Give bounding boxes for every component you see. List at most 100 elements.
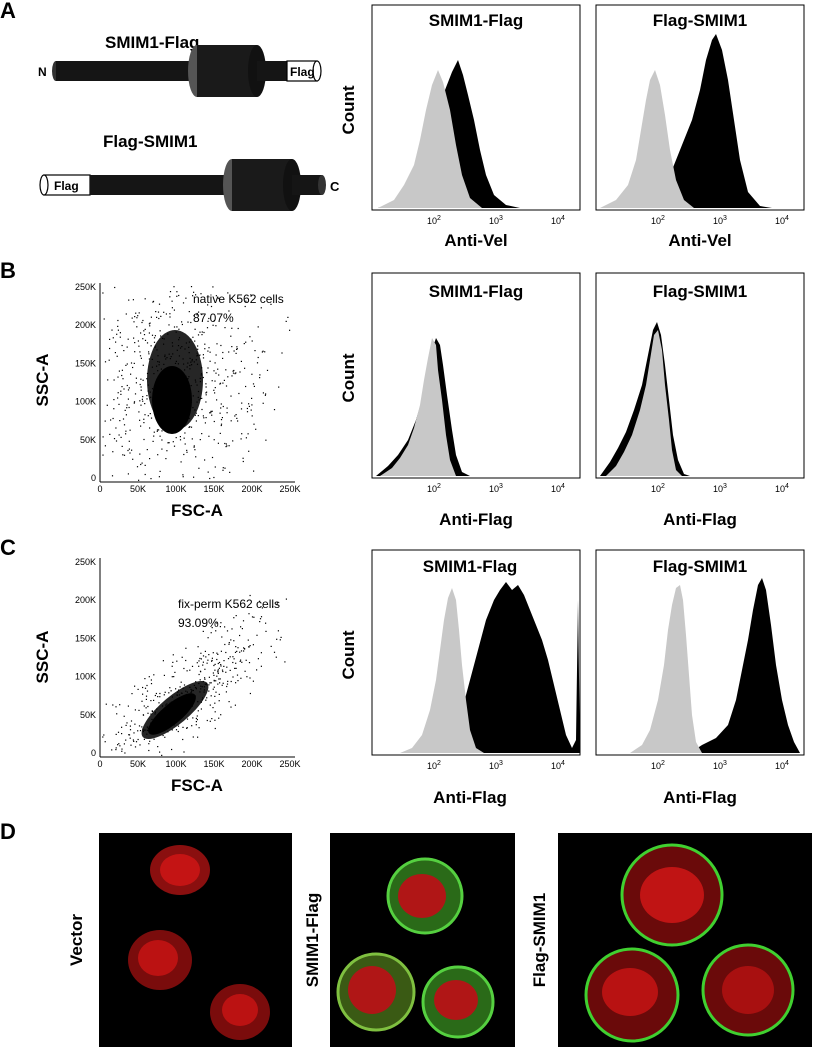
scatter-xtick-label: 50K [130,759,146,769]
scatter-ytick-label: 250K [75,282,96,292]
hist-tick-label: 104 [551,483,565,494]
b-scatter-xlabel: FSC-A [171,501,223,520]
c-hist-1-control [400,588,484,753]
a-hist-2-frame [595,4,805,211]
b-scatter-xticks: 0 50K 100K 150K 200K 250K [97,484,300,494]
scatter-ytick-label: 150K [75,358,96,368]
c-hist-1-title: SMIM1-Flag [423,557,517,576]
c-hist-1-xlabel: Anti-Flag [433,788,507,807]
d-image-vector [99,833,292,1047]
scatter-xtick-label: 150K [203,759,224,769]
hist-tick-label: 103 [489,215,503,226]
scatter-ytick-label: 250K [75,557,96,567]
b-hist-1-ylabel: Count [339,353,358,402]
scatter-ytick-label: 100K [75,397,96,407]
b-hist-1-title: SMIM1-Flag [429,282,523,301]
a-hist-1-ylabel: Count [339,85,358,134]
scatter-ytick-label: 200K [75,595,96,605]
scatter-xtick-label: 250K [279,484,300,494]
hist-tick-label: 102 [427,483,441,494]
hist-tick-label: 102 [651,483,665,494]
hist-tick-label: 103 [713,215,727,226]
hist-tick-label: 103 [713,483,727,494]
scatter-ytick-label: 100K [75,672,96,682]
hist-tick-label: 102 [427,215,441,226]
scatter-xtick-label: 150K [203,484,224,494]
b-hist-2-title: Flag-SMIM1 [653,282,747,301]
a-hist-2-stained [640,34,772,208]
d-label-vector: Vector [67,914,86,966]
scatter-xtick-label: 50K [130,484,146,494]
scatter-ytick-label: 50K [80,435,96,445]
construct-1-diagram [52,45,322,97]
a-hist-1-control [378,70,482,208]
a-hist-1-title: SMIM1-Flag [429,11,523,30]
b-scatter-yticks: 250K 200K 150K 100K 50K 0 [75,282,96,483]
b-hist-2-frame [595,272,805,479]
b-hist-2-control [606,330,682,476]
c-scatter-xticks: 0 50K 100K 150K 200K 250K [97,759,300,769]
hist-tick-label: 103 [713,760,727,771]
a-hist-1-xlabel: Anti-Vel [444,231,507,250]
d-label-flag-smim1: Flag-SMIM1 [530,893,549,987]
construct-1-tag: Flag [290,65,315,79]
panel-letter-c: C [0,535,16,560]
c-scatter-ylabel: SSC-A [33,631,52,684]
d-label-smim1-flag: SMIM1-Flag [303,893,322,987]
hist-tick-label: 103 [489,760,503,771]
c-scatter-yticks: 250K 200K 150K 100K 50K 0 [75,557,96,758]
construct-2-title: Flag-SMIM1 [103,132,197,151]
c-hist-2-stained [690,578,800,753]
c-gate-pct: 93.09% [178,616,219,630]
hist-tick-label: 104 [551,215,565,226]
scatter-xtick-label: 0 [97,484,102,494]
a-hist-2-title: Flag-SMIM1 [653,11,747,30]
scatter-xtick-label: 0 [97,759,102,769]
hist-tick-label: 102 [651,215,665,226]
construct-2-tag: Flag [54,179,79,193]
c-scatter [99,558,295,758]
c-hist-2-frame [595,549,805,756]
panel-letter-a: A [0,0,16,23]
scatter-xtick-label: 100K [165,484,186,494]
construct-1-n-term: N [38,65,47,79]
scatter-ytick-label: 200K [75,320,96,330]
d-image-smim1-flag [330,833,515,1047]
scatter-ytick-label: 50K [80,710,96,720]
c-hist-1-stained [440,582,580,753]
b-scatter [99,283,295,483]
hist-tick-label: 104 [775,760,789,771]
scatter-xtick-label: 200K [241,759,262,769]
b-gate-label: native K562 cells [193,292,284,306]
hist-tick-label: 103 [489,483,503,494]
scatter-xtick-label: 200K [241,484,262,494]
hist-tick-label: 102 [427,760,441,771]
c-scatter-xlabel: FSC-A [171,776,223,795]
c-hist-1-ylabel: Count [339,630,358,679]
d-image-flag-smim1 [558,833,812,1047]
b-scatter-ylabel: SSC-A [33,354,52,407]
scatter-xtick-label: 250K [279,759,300,769]
c-gate-label: fix-perm K562 cells [178,597,280,611]
c-hist-2-title: Flag-SMIM1 [653,557,747,576]
b-hist-1-control [380,338,456,476]
hist-tick-label: 104 [551,760,565,771]
a-hist-2-control [600,70,694,208]
b-hist-1-xlabel: Anti-Flag [439,510,513,529]
hist-tick-label: 104 [775,483,789,494]
c-hist-2-control [630,585,702,753]
panel-letter-b: B [0,258,16,283]
scatter-ytick-label: 0 [91,473,96,483]
construct-1-title: SMIM1-Flag [105,33,199,52]
construct-2-diagram [39,159,326,211]
c-hist-1-frame [371,549,581,756]
scatter-ytick-label: 150K [75,633,96,643]
scatter-ytick-label: 0 [91,748,96,758]
c-hist-2-xlabel: Anti-Flag [663,788,737,807]
hist-tick-label: 104 [775,215,789,226]
histogram-tick-labels: 102 103 104 102 103 104 102 103 104 102 103 104 102 1… [427,215,789,771]
b-hist-1-frame [371,272,581,479]
hist-tick-label: 102 [651,760,665,771]
panel-letter-d: D [0,819,16,844]
